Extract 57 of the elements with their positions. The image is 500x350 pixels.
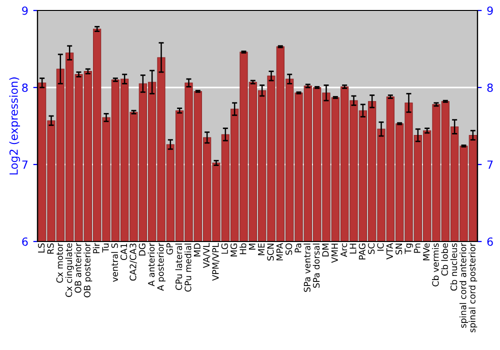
y-axis-title: Log2 (expression) [9, 77, 20, 174]
x-tick-label: ventral S [111, 243, 118, 282]
x-tick-label: VA/VL [203, 242, 210, 268]
x-tick-label: Pn [414, 244, 420, 253]
x-tick-label: CA1 [120, 244, 128, 260]
x-tick-label: Hb [240, 243, 246, 254]
x-tick-label: Cx cingulate [65, 243, 74, 297]
x-tick-label: SPa ventral [304, 244, 310, 292]
x-tick-label: Cb vermis [432, 243, 439, 286]
x-tick-label: CPu medial [184, 244, 192, 292]
x-tick-label: RS [47, 243, 54, 254]
x-tick-label: A posterior [157, 242, 166, 291]
x-tick-label: OB anterior [74, 242, 82, 293]
x-tick-label: A anterior [148, 242, 155, 286]
x-tick-label: DM [322, 244, 329, 256]
x-tick-label: DG [138, 244, 146, 256]
x-tick-label: CPu lateral [175, 244, 182, 290]
x-tick-label: PAG [358, 244, 366, 260]
x-tick-label: Cb lobe [441, 243, 448, 276]
x-tick-label: MVe [423, 243, 430, 260]
x-tick-label: Cb nucleus [450, 243, 458, 291]
x-tick-label: Pir [92, 242, 100, 254]
x-tick-label: ME [258, 243, 264, 256]
y2-tick-label: 8 [487, 83, 493, 92]
x-tick-label: spinal cord posterior [468, 242, 478, 332]
x-tick-label: SN [396, 244, 402, 254]
x-tick-label: Arc [340, 243, 348, 258]
x-tick-label: Cx motor [56, 242, 63, 283]
y-tick-label: 6 [22, 237, 28, 246]
x-tick-label: LS [38, 243, 45, 252]
x-tick-label: VPM/VPL [212, 242, 220, 281]
x-tick-label: MPA [276, 242, 283, 260]
x-tick-label: VTA [386, 242, 393, 260]
x-tick-label: GP [166, 243, 173, 254]
x-tick-label: CA2/CA3 [130, 244, 137, 281]
y2-tick-label: 7 [487, 160, 493, 169]
y2-tick-label: 6 [487, 237, 493, 246]
x-tick-label: LG [221, 244, 228, 254]
x-tick-label: IC [377, 243, 384, 251]
x-tick-label: Tg [404, 244, 413, 254]
x-tick-label: M [248, 244, 256, 250]
x-tick-label: MG [230, 244, 238, 256]
y-tick-label: 7 [22, 160, 28, 169]
y-tick-label: 8 [22, 83, 28, 92]
x-tick-label: LH [350, 244, 356, 254]
x-tick-label: SO [286, 243, 292, 255]
x-tick-label: Tu [102, 244, 109, 252]
x-tick-label: SCN [267, 244, 274, 261]
x-tick-label: spinal cord anterior [460, 242, 468, 328]
y2-tick-label: 9 [487, 6, 493, 15]
x-tick-label: SPa dorsal [312, 244, 320, 288]
y-tick-label: 9 [22, 6, 28, 15]
x-tick-label: SC [368, 243, 375, 254]
x-tick-label: OB posterior [84, 242, 92, 298]
x-tick-label: Pa [294, 244, 302, 252]
x-tick-label: VMH [331, 244, 338, 263]
x-tick-label: MD [194, 243, 200, 256]
